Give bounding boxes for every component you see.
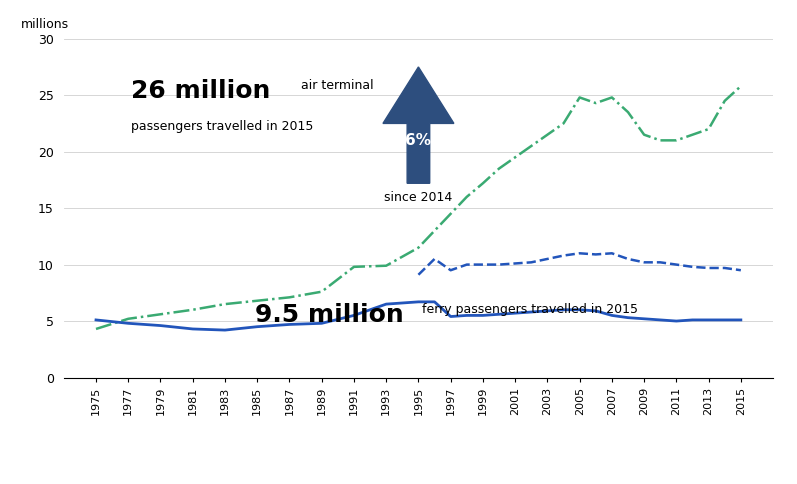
Ferry (selected services) — [607, 313, 617, 318]
Ferry (selected services) — [253, 324, 262, 330]
Ferry (selected services) — [543, 308, 552, 314]
Ferry (selected services) — [91, 317, 100, 323]
Ferry (all services) — [462, 262, 472, 268]
Air — [672, 137, 681, 143]
Air — [543, 132, 552, 137]
Text: passengers travelled in 2015: passengers travelled in 2015 — [132, 120, 313, 133]
Ferry (selected services) — [623, 315, 633, 320]
Ferry (selected services) — [494, 311, 504, 317]
Ferry (all services) — [527, 259, 536, 265]
Air — [382, 263, 391, 269]
Air — [349, 264, 359, 270]
Ferry (all services) — [414, 272, 423, 278]
Air — [430, 228, 439, 234]
Ferry (selected services) — [414, 299, 423, 305]
Line: Ferry (all services): Ferry (all services) — [418, 253, 741, 275]
Ferry (selected services) — [510, 310, 520, 316]
Ferry (selected services) — [285, 321, 294, 327]
Ferry (all services) — [494, 262, 504, 268]
Ferry (selected services) — [639, 316, 649, 322]
Ferry (selected services) — [317, 320, 327, 326]
Polygon shape — [383, 67, 453, 183]
Ferry (all services) — [591, 252, 600, 257]
Ferry (selected services) — [704, 317, 713, 323]
Air — [91, 326, 100, 332]
Ferry (selected services) — [446, 314, 455, 319]
Air — [494, 166, 504, 171]
Ferry (all services) — [559, 253, 568, 258]
Ferry (all services) — [543, 256, 552, 262]
Ferry (all services) — [639, 259, 649, 265]
Ferry (selected services) — [527, 309, 536, 315]
Ferry (all services) — [655, 259, 665, 265]
Ferry (selected services) — [575, 307, 584, 313]
Air — [220, 301, 230, 307]
Air — [639, 132, 649, 137]
Air — [188, 307, 198, 313]
Ferry (selected services) — [462, 313, 472, 318]
Air — [253, 298, 262, 303]
Ferry (selected services) — [655, 317, 665, 323]
Ferry (all services) — [672, 262, 681, 268]
Ferry (selected services) — [478, 313, 488, 318]
Air — [510, 154, 520, 160]
Air — [623, 109, 633, 115]
Air — [688, 132, 697, 137]
Text: air terminal: air terminal — [301, 79, 374, 92]
Air — [414, 245, 423, 251]
Ferry (selected services) — [736, 317, 746, 323]
Text: ferry passengers travelled in 2015: ferry passengers travelled in 2015 — [422, 303, 638, 316]
Text: millions: millions — [22, 18, 69, 31]
Ferry (selected services) — [559, 307, 568, 313]
Air — [704, 126, 713, 132]
Ferry (all services) — [607, 250, 617, 256]
Air — [591, 100, 600, 106]
Line: Ferry (selected services): Ferry (selected services) — [96, 302, 741, 330]
Ferry (all services) — [720, 265, 729, 271]
Ferry (all services) — [736, 267, 746, 273]
Text: 6%: 6% — [406, 133, 431, 148]
Ferry (selected services) — [349, 313, 359, 318]
Air — [607, 94, 617, 100]
Text: since 2014: since 2014 — [384, 191, 453, 204]
Air — [285, 294, 294, 300]
Ferry (all services) — [430, 256, 439, 262]
Text: 26 million: 26 million — [132, 79, 270, 104]
Air — [736, 83, 746, 89]
Ferry (selected services) — [591, 308, 600, 314]
Air — [317, 289, 327, 295]
Ferry (selected services) — [220, 327, 230, 333]
Line: Air: Air — [96, 86, 741, 329]
Text: 9.5 million: 9.5 million — [255, 303, 404, 327]
Air — [527, 143, 536, 149]
Air — [478, 181, 488, 186]
Air — [462, 194, 472, 200]
Air — [446, 211, 455, 217]
Ferry (all services) — [575, 250, 584, 256]
Air — [575, 94, 584, 100]
Ferry (all services) — [446, 267, 455, 273]
Air — [155, 311, 165, 317]
Ferry (all services) — [688, 264, 697, 270]
Ferry (all services) — [623, 256, 633, 262]
Ferry (all services) — [510, 260, 520, 266]
Ferry (all services) — [478, 262, 488, 268]
Ferry (selected services) — [188, 326, 198, 332]
Ferry (selected services) — [124, 320, 133, 326]
Ferry (selected services) — [155, 323, 165, 329]
Air — [124, 316, 133, 322]
Ferry (all services) — [704, 265, 713, 271]
Air — [720, 98, 729, 104]
Ferry (selected services) — [382, 301, 391, 307]
Air — [655, 137, 665, 143]
Ferry (selected services) — [720, 317, 729, 323]
Ferry (selected services) — [430, 299, 439, 305]
Air — [559, 121, 568, 126]
Ferry (selected services) — [672, 318, 681, 324]
Ferry (selected services) — [688, 317, 697, 323]
